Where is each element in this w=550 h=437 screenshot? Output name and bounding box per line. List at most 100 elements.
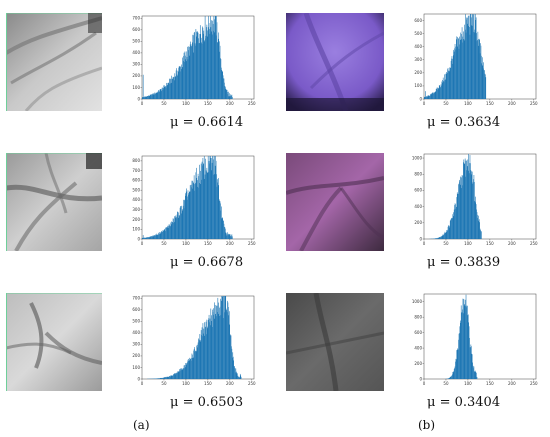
histogram-a2-bar [181, 210, 183, 239]
histogram-a3-bar [185, 367, 186, 379]
histogram-a3-bar [163, 377, 165, 379]
histogram-a2-bar [203, 156, 205, 239]
histogram-b1-bar [442, 79, 443, 99]
histogram-b1-bar [485, 74, 486, 99]
histogram-a3-bar [226, 312, 228, 379]
histogram-a2-bar [207, 172, 209, 239]
histogram-b2-bar [474, 202, 476, 239]
histogram-b1-bar [475, 19, 476, 100]
histogram-a1-bar [178, 71, 179, 99]
histogram-a3-bar [215, 316, 217, 379]
histogram-b3-bar [473, 368, 474, 379]
histogram-b1-bar [426, 96, 428, 99]
histogram-a1-bar [209, 29, 210, 99]
histogram-a2-bar [213, 159, 215, 239]
histogram-b1-bar [466, 17, 467, 100]
histogram-b2-bar [477, 214, 478, 239]
histogram-b1-bar [449, 71, 450, 99]
histogram-b1-bar [463, 40, 465, 99]
histogram-b1-ytick-label: 100 [414, 83, 422, 88]
histogram-b1-bar [484, 73, 486, 99]
histogram-b1-bar [446, 72, 448, 99]
histogram-a1-bar [216, 16, 217, 99]
histogram-a3-bar [189, 357, 191, 379]
histogram-a2-bar [146, 237, 147, 239]
histogram-a2-bar [156, 233, 158, 239]
histogram-a2-bar [188, 193, 190, 239]
histogram-a3-bar [170, 375, 172, 379]
histogram-a1-bar [164, 87, 166, 99]
histogram-a3-bar [199, 334, 201, 379]
histogram-b3-xtick-label: 50 [443, 381, 449, 386]
histogram-a2-ytick-label: 800 [132, 158, 140, 163]
histogram-a2-bar [149, 236, 151, 239]
histogram-b1-bar [455, 49, 457, 99]
histogram-a2-bar [226, 234, 228, 239]
histogram-a1-bar [229, 96, 231, 99]
histogram-a2-bar [180, 206, 182, 239]
histogram-b2-bar [478, 220, 480, 239]
histogram-b2-xtick-label: 250 [530, 241, 538, 246]
histogram-b1-bar [431, 94, 433, 99]
histogram-a1-bar [165, 85, 166, 99]
histogram-a1-bar [186, 61, 187, 99]
histogram-a2-bar [188, 194, 189, 239]
histogram-a1-bar [199, 25, 201, 99]
histogram-b2-bar [452, 214, 454, 239]
histogram-b1-bar [449, 67, 451, 99]
vein-image-b3 [286, 293, 384, 391]
histogram-a2-bar [143, 238, 144, 239]
histogram-b1-bar [442, 77, 444, 99]
histogram-a3-bar [228, 306, 229, 379]
histogram-a3-bar [210, 321, 212, 379]
histogram-a3-bar [169, 376, 171, 379]
histogram-b1-bar [424, 96, 426, 99]
histogram-b2-bar [438, 237, 439, 239]
histogram-a3-bar [194, 347, 195, 379]
histogram-a3-bar [185, 363, 187, 379]
histogram-a1-bar [170, 82, 172, 99]
histogram-a1-bar [190, 41, 191, 99]
histogram-b2-bar [468, 154, 469, 239]
histogram-b1-ytick-label: 200 [414, 70, 422, 75]
histogram-a3-bar [200, 340, 202, 379]
histogram-b3-bar [454, 367, 455, 379]
histogram-b1-bar [448, 71, 449, 99]
histogram-a3-bar [167, 377, 169, 379]
histogram-a1-bar [231, 94, 233, 99]
histogram-a2-bar [163, 228, 165, 239]
histogram-a3-bar [187, 359, 189, 379]
histogram-a3-ytick-label: 600 [132, 307, 140, 312]
histogram-a2-bar [218, 185, 220, 239]
histogram-b2-bar [453, 216, 455, 239]
histogram-a3-bar [190, 357, 192, 379]
histogram-a3-bar [196, 345, 198, 379]
histogram-a1-bar [143, 97, 145, 99]
histogram-a1-bar [158, 91, 160, 99]
histogram-a2-bar [221, 206, 222, 239]
histogram-a1-bar [216, 22, 218, 100]
histogram-a2-bar [225, 232, 227, 239]
histogram-a2-bar [162, 231, 163, 239]
vein-image-a3 [6, 293, 102, 391]
histogram-a1-bar [187, 59, 189, 99]
histogram-a3-bar [156, 378, 158, 379]
histogram-a1-bar [174, 76, 176, 99]
histogram-b2-bar [471, 171, 473, 239]
histogram-b3-bar [469, 347, 471, 379]
histogram-b2-bar [437, 238, 438, 239]
histogram-a2-xtick-label: 100 [182, 241, 190, 246]
histogram-b1-bar [462, 42, 463, 99]
histogram-b1-bar [425, 91, 426, 99]
histogram-b1-bar [435, 91, 437, 99]
histogram-a1-bar [199, 34, 201, 99]
vein-image-a1 [6, 13, 102, 111]
histogram-a1-bar [147, 95, 148, 99]
histogram-a1-bar [218, 32, 220, 99]
histogram-a2-bar [228, 233, 230, 239]
histogram-b3-bar [448, 378, 449, 379]
histogram-b1-bar [474, 14, 476, 99]
histogram-a1-bar [223, 78, 225, 99]
panel-label-b: (b) [418, 418, 436, 432]
histogram-a3-bar [211, 326, 213, 379]
